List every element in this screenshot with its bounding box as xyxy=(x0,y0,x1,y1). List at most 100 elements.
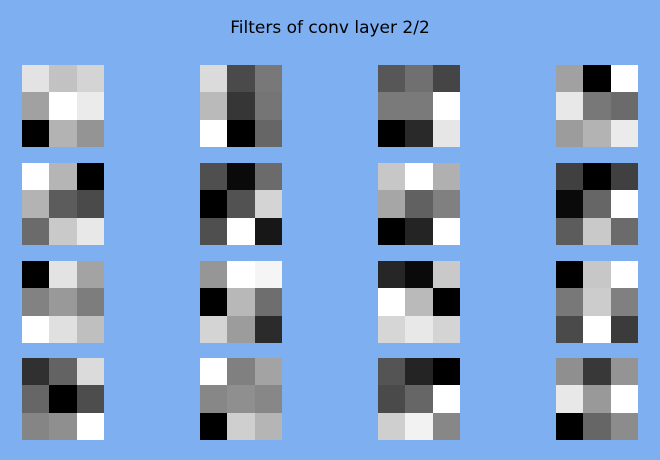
filter-14-cell-0-2 xyxy=(254,358,282,386)
filter-2-cell-2-0 xyxy=(200,119,228,147)
filter-3-cell-0-1 xyxy=(405,65,433,93)
filter-1-cell-2-0 xyxy=(22,119,50,147)
filter-13-cell-0-0 xyxy=(22,358,50,386)
filter-2-cell-0-0 xyxy=(200,65,228,93)
filter-6 xyxy=(200,163,282,245)
filter-4-cell-0-0 xyxy=(556,65,584,93)
filter-1-cell-0-2 xyxy=(76,65,104,93)
filter-10-cell-2-1 xyxy=(227,315,255,343)
filter-6-cell-0-1 xyxy=(227,163,255,191)
filter-8-cell-1-2 xyxy=(610,190,638,218)
filter-6-cell-0-2 xyxy=(254,163,282,191)
filter-14 xyxy=(200,358,282,440)
filter-3-cell-2-2 xyxy=(432,119,460,147)
filter-7-cell-2-1 xyxy=(405,217,433,245)
filter-12-cell-0-2 xyxy=(610,261,638,289)
filter-11-cell-2-2 xyxy=(432,315,460,343)
filter-13-cell-0-1 xyxy=(49,358,77,386)
filter-6-cell-2-1 xyxy=(227,217,255,245)
filter-9-cell-2-2 xyxy=(76,315,104,343)
filter-7-cell-2-2 xyxy=(432,217,460,245)
filter-16-cell-1-0 xyxy=(556,385,584,413)
filter-9-cell-2-0 xyxy=(22,315,50,343)
filter-13-cell-2-0 xyxy=(22,412,50,440)
filter-1-cell-0-1 xyxy=(49,65,77,93)
filter-14-cell-1-0 xyxy=(200,385,228,413)
filter-11-cell-1-1 xyxy=(405,288,433,316)
filter-2-cell-0-2 xyxy=(254,65,282,93)
filter-15-cell-0-1 xyxy=(405,358,433,386)
filter-5-cell-0-2 xyxy=(76,163,104,191)
filter-6-cell-1-0 xyxy=(200,190,228,218)
filter-5-cell-0-0 xyxy=(22,163,50,191)
filter-5-cell-2-0 xyxy=(22,217,50,245)
filter-5-cell-1-2 xyxy=(76,190,104,218)
filter-15-cell-0-0 xyxy=(378,358,406,386)
filter-5-cell-2-2 xyxy=(76,217,104,245)
filter-2 xyxy=(200,65,282,147)
chart-title: Filters of conv layer 2/2 xyxy=(230,18,430,38)
filter-9-cell-2-1 xyxy=(49,315,77,343)
filter-2-cell-0-1 xyxy=(227,65,255,93)
filter-15-cell-2-0 xyxy=(378,412,406,440)
filter-3-cell-2-0 xyxy=(378,119,406,147)
filter-16-cell-0-0 xyxy=(556,358,584,386)
filter-8-cell-1-1 xyxy=(583,190,611,218)
filter-4-cell-2-0 xyxy=(556,119,584,147)
filter-4-cell-2-2 xyxy=(610,119,638,147)
filter-7-cell-1-0 xyxy=(378,190,406,218)
filter-8-cell-2-1 xyxy=(583,217,611,245)
filter-6-cell-2-0 xyxy=(200,217,228,245)
filter-4-cell-2-1 xyxy=(583,119,611,147)
filter-9 xyxy=(22,261,104,343)
filter-14-cell-0-1 xyxy=(227,358,255,386)
filter-15-cell-1-2 xyxy=(432,385,460,413)
filter-5-cell-2-1 xyxy=(49,217,77,245)
filter-8-cell-0-0 xyxy=(556,163,584,191)
filter-8-cell-1-0 xyxy=(556,190,584,218)
filter-5-cell-1-0 xyxy=(22,190,50,218)
filter-10-cell-0-2 xyxy=(254,261,282,289)
filter-12-cell-0-0 xyxy=(556,261,584,289)
filter-10-cell-1-0 xyxy=(200,288,228,316)
filter-8-cell-0-2 xyxy=(610,163,638,191)
filter-7-cell-0-0 xyxy=(378,163,406,191)
filter-4-cell-0-2 xyxy=(610,65,638,93)
filter-13-cell-1-0 xyxy=(22,385,50,413)
filter-16-cell-1-2 xyxy=(610,385,638,413)
filter-12-cell-1-0 xyxy=(556,288,584,316)
filter-12 xyxy=(556,261,638,343)
filter-11-cell-0-0 xyxy=(378,261,406,289)
filter-8-cell-2-2 xyxy=(610,217,638,245)
filter-8-cell-2-0 xyxy=(556,217,584,245)
filter-1-cell-1-1 xyxy=(49,92,77,120)
filter-15-cell-0-2 xyxy=(432,358,460,386)
filter-10-cell-0-1 xyxy=(227,261,255,289)
filter-10-cell-1-1 xyxy=(227,288,255,316)
filter-10-cell-2-0 xyxy=(200,315,228,343)
filter-13 xyxy=(22,358,104,440)
filter-14-cell-1-1 xyxy=(227,385,255,413)
filter-15-cell-2-2 xyxy=(432,412,460,440)
filter-4-cell-1-2 xyxy=(610,92,638,120)
filter-11-cell-2-1 xyxy=(405,315,433,343)
filter-4 xyxy=(556,65,638,147)
filter-4-cell-1-1 xyxy=(583,92,611,120)
filter-16 xyxy=(556,358,638,440)
filter-11-cell-0-1 xyxy=(405,261,433,289)
filter-12-cell-2-2 xyxy=(610,315,638,343)
filter-2-cell-1-1 xyxy=(227,92,255,120)
filter-14-cell-2-0 xyxy=(200,412,228,440)
filter-9-cell-1-0 xyxy=(22,288,50,316)
filter-14-cell-2-1 xyxy=(227,412,255,440)
filter-11-cell-2-0 xyxy=(378,315,406,343)
filter-7-cell-0-2 xyxy=(432,163,460,191)
filter-6-cell-2-2 xyxy=(254,217,282,245)
filter-3-cell-1-0 xyxy=(378,92,406,120)
filter-7-cell-2-0 xyxy=(378,217,406,245)
filter-1-cell-2-1 xyxy=(49,119,77,147)
filter-16-cell-1-1 xyxy=(583,385,611,413)
filter-13-cell-1-2 xyxy=(76,385,104,413)
filter-13-cell-1-1 xyxy=(49,385,77,413)
filter-14-cell-0-0 xyxy=(200,358,228,386)
